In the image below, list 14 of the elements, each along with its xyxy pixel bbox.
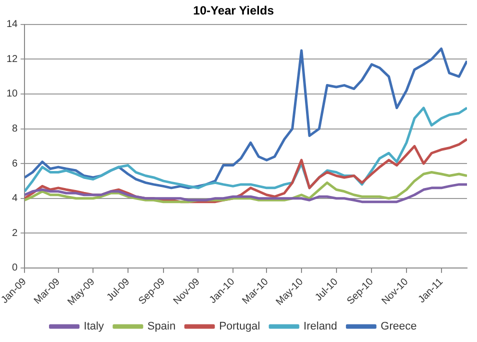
legend-label: Greece bbox=[380, 320, 417, 333]
y-tick-label: 6 bbox=[12, 158, 18, 170]
y-tick-label: 2 bbox=[12, 228, 18, 239]
y-tick-label: 12 bbox=[6, 54, 18, 65]
y-tick-label: 0 bbox=[12, 262, 18, 274]
y-tick-label: 14 bbox=[6, 19, 18, 30]
legend-label: Portugal bbox=[219, 320, 260, 333]
legend-label: Italy bbox=[84, 320, 104, 333]
y-tick-label: 8 bbox=[12, 124, 18, 135]
legend-label: Spain bbox=[147, 320, 176, 333]
legend-label: Ireland bbox=[304, 320, 338, 333]
y-tick-label: 4 bbox=[12, 193, 18, 204]
chart-title: 10-Year Yields bbox=[193, 4, 274, 18]
y-tick-label: 10 bbox=[6, 88, 18, 100]
